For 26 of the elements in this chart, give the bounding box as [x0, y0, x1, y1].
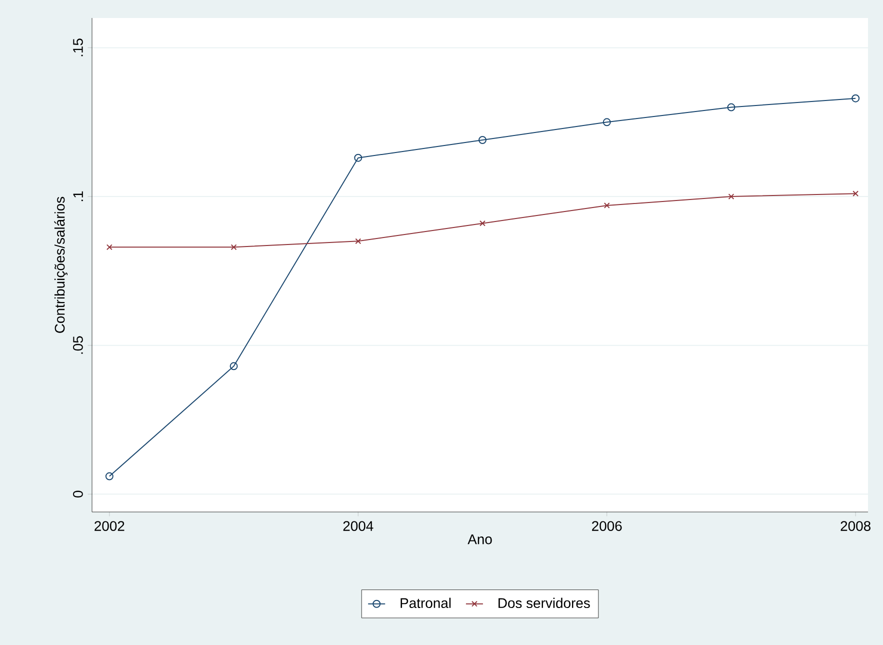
x-tick-label: 2004	[343, 521, 374, 531]
x-tick-label: 2006	[592, 521, 622, 531]
y-tick-label: .1	[73, 191, 83, 202]
legend-label: Dos servidores	[498, 598, 590, 608]
legend-label: Patronal	[400, 598, 451, 608]
y-axis-title: Contribuições/salários	[54, 196, 68, 333]
point	[230, 244, 237, 250]
point	[852, 94, 860, 102]
point	[230, 362, 238, 370]
point	[852, 190, 859, 197]
x-axis-title: Ano	[468, 534, 492, 544]
point	[480, 220, 486, 226]
x-tick-label: 2002	[94, 521, 124, 531]
point	[478, 136, 486, 144]
point	[602, 118, 611, 126]
point	[728, 194, 734, 200]
point	[106, 244, 112, 250]
point	[604, 202, 610, 208]
y-tick-label: 0	[73, 490, 83, 498]
x-tick-label: 2008	[840, 521, 870, 531]
y-tick-label: .05	[73, 336, 83, 354]
y-tick-label: .15	[73, 38, 83, 56]
point	[105, 472, 114, 480]
point	[727, 103, 736, 112]
point	[355, 238, 362, 244]
point	[354, 154, 362, 162]
